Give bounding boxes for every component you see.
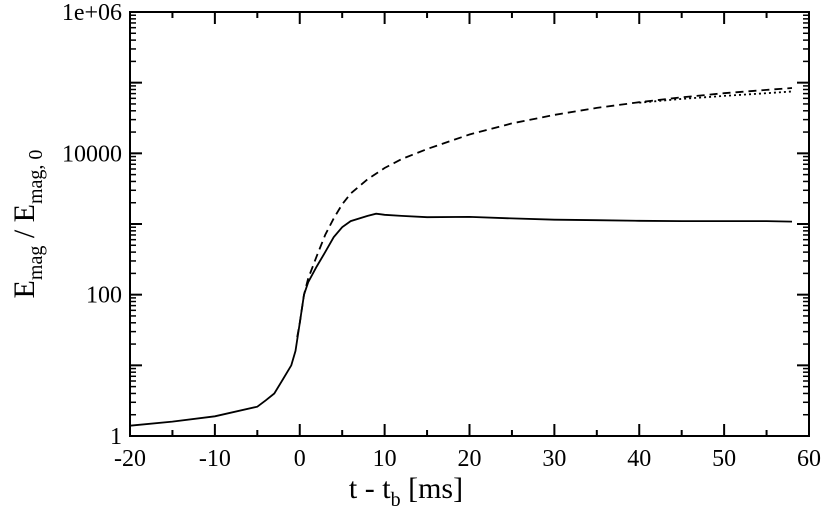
x-tick-label: 40 xyxy=(627,446,651,472)
y-tick-label: 100 xyxy=(86,283,122,309)
x-axis-label-unit: [ms] xyxy=(401,472,464,505)
series-line-solid xyxy=(129,212,793,427)
plot-frame xyxy=(129,11,810,437)
series-line-dotted xyxy=(639,90,793,104)
x-tick-label: -20 xyxy=(114,446,146,472)
x-tick-label: 10 xyxy=(373,446,397,472)
series-line-dashed xyxy=(296,87,793,338)
x-tick-label: 50 xyxy=(712,446,736,472)
y-tick-label: 1e+06 xyxy=(62,0,122,26)
series-group xyxy=(129,87,793,427)
x-tick-label: -10 xyxy=(199,446,231,472)
y-axis-label: Emag / Emag, 0 xyxy=(8,150,47,299)
y-axis-label-main: E xyxy=(8,280,41,298)
x-tick-label: 60 xyxy=(797,446,821,472)
y-axis-label-sep: / E xyxy=(8,204,41,246)
y-tick-label: 1 xyxy=(110,424,122,450)
x-tick-label: 0 xyxy=(294,446,306,472)
x-axis-label-main: t - t xyxy=(349,472,391,505)
x-axis-label: t - tb [ms] xyxy=(349,472,463,511)
x-tick-label: 30 xyxy=(542,446,566,472)
y-axis-label-sub1: mag xyxy=(25,246,47,280)
x-axis-label-sub: b xyxy=(391,489,401,511)
y-axis-label-sub2: mag, 0 xyxy=(25,150,47,204)
y-tick-label: 10000 xyxy=(62,141,122,167)
x-tick-label: 20 xyxy=(458,446,482,472)
axis-ticks: -20 -10 0 10 20 30 40 50 60 1 100 10000 1e+06 xyxy=(62,0,821,472)
